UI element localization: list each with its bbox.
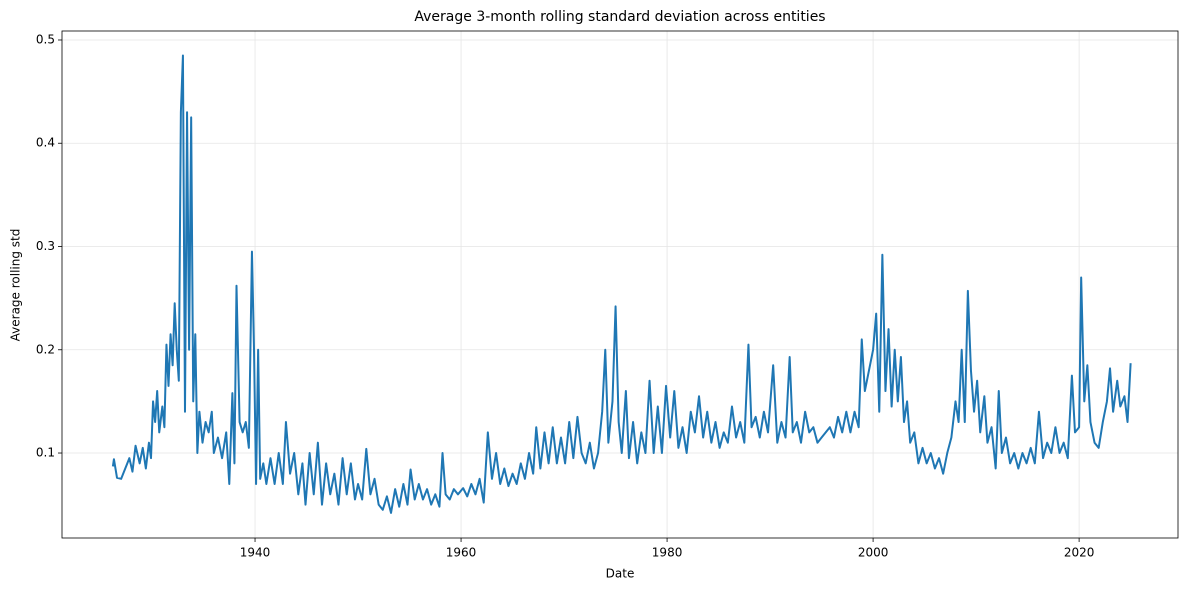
x-tick-label: 1940 (240, 546, 271, 560)
chart-title: Average 3-month rolling standard deviati… (414, 9, 825, 25)
y-tick-label: 0.4 (36, 136, 55, 150)
y-tick-label: 0.3 (36, 239, 55, 253)
x-tick-label: 1980 (652, 546, 683, 560)
x-tick-label: 1960 (446, 546, 477, 560)
line (111, 54, 1132, 514)
plot-frame (61, 30, 1179, 539)
x-tick-label: 2000 (858, 546, 889, 560)
x-axis-label: Date (606, 567, 635, 581)
y-tick-label: 0.2 (36, 342, 55, 356)
y-tick-label: 0.5 (36, 32, 55, 46)
y-axis-label: Average rolling std (9, 229, 23, 342)
x-tick-label: 2020 (1064, 546, 1095, 560)
y-tick-label: 0.1 (36, 446, 55, 460)
